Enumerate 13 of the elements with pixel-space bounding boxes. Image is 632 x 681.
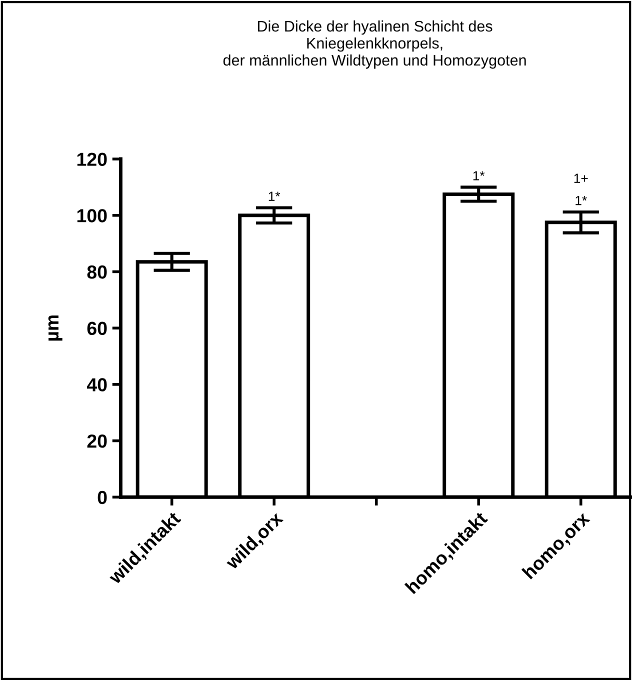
annotation: 1* [473,171,485,180]
annotation: 1+ [574,174,588,183]
y-tick-label: 20 [87,434,107,448]
y-tick-label: 80 [87,265,107,279]
chart-title: Die Dicke der hyalinen Schicht des Kniegelenkknorpels, der männlichen Wildtypen und Homozygoten [223,20,526,69]
y-tick-label: 120 [77,152,107,166]
y-tick-label: 60 [87,322,107,336]
y-tick-label: 0 [98,490,107,504]
annotation: 1* [576,196,587,206]
annotation: 1* [268,192,280,201]
y-axis-title: µm [48,316,62,341]
y-tick-label: 100 [77,209,107,222]
y-tick-label: 40 [86,378,107,392]
